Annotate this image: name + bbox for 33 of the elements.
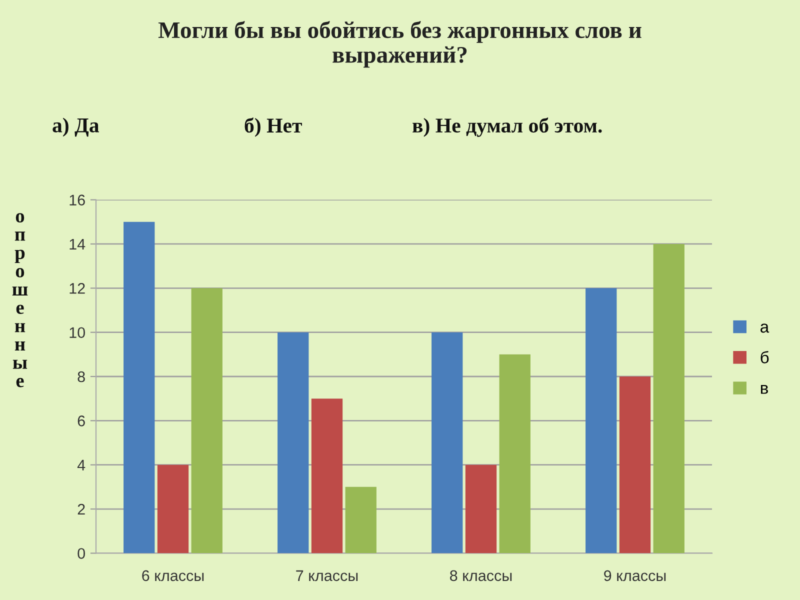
y-tick-label: 8	[78, 371, 85, 382]
legend-label: б	[760, 350, 769, 364]
y-tick-label: 6	[78, 416, 85, 426]
y-tick-label: 0	[78, 548, 85, 559]
bar	[499, 354, 530, 554]
y-tick-label: 14	[70, 239, 86, 250]
bar	[157, 464, 189, 554]
text: а) Да	[52, 118, 99, 137]
x-tick-label: 7 классы	[296, 570, 358, 582]
bar	[465, 464, 497, 554]
y-tick-label: 16	[70, 194, 85, 206]
bar	[345, 486, 376, 554]
x-tick-label: 8 классы	[450, 570, 512, 582]
bar	[124, 222, 155, 554]
text: опрошенные	[12, 213, 28, 388]
bar	[653, 244, 684, 554]
y-tick-label: 4	[77, 460, 86, 470]
text: в) Не думал об этом.	[412, 117, 602, 137]
bar	[191, 288, 222, 554]
bar	[278, 332, 309, 554]
x-tick-label: 6 классы	[142, 570, 204, 582]
bar	[619, 376, 651, 554]
legend-label: а	[760, 324, 770, 333]
text: б) Нет	[244, 118, 302, 137]
legend-label: в	[760, 385, 768, 394]
y-tick-label: 12	[70, 283, 85, 294]
bar	[586, 288, 617, 554]
x-tick-label: 9 классы	[604, 570, 666, 582]
y-tick-label: 2	[78, 504, 85, 515]
bar	[311, 398, 343, 554]
bar	[432, 332, 463, 554]
chart-title: Могли бы вы обойтись без жаргонных слов и выражений?	[158, 21, 642, 68]
y-tick-label: 10	[70, 327, 85, 338]
